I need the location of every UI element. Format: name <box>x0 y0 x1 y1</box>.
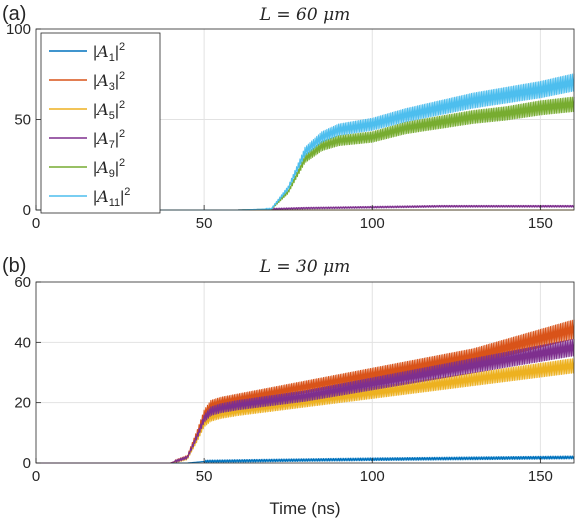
panel-a: 0 50 100 150 0 50 100 (a) L = 60 μm |A1|2 |A3|2… <box>2 3 575 232</box>
panel-a-ytick-label-2: 100 <box>6 21 31 38</box>
legend-box <box>40 32 161 214</box>
panel-b-xtick-label-0: 0 <box>32 468 40 485</box>
panel-b-label: (b) <box>2 255 26 277</box>
panel-a-label: (a) <box>2 3 26 25</box>
legend-label-3: |A7|2 <box>93 128 125 151</box>
legend-label-2: |A5|2 <box>93 99 125 122</box>
panel-b-ytick-label-3: 60 <box>14 274 31 291</box>
panel-b-ticks: 0 50 100 150 0 20 40 60 <box>14 274 553 485</box>
panel-b-title: L = 30 μm <box>259 257 351 277</box>
legend-label-1: |A3|2 <box>93 70 125 93</box>
panel-b: 0 50 100 150 0 20 40 60 (b) L = 30 μm Time (ns) <box>2 255 575 518</box>
panel-b-ytick-label-1: 20 <box>14 395 31 412</box>
legend-label-4: |A9|2 <box>93 157 125 180</box>
panel-b-xtick-label-2: 100 <box>360 468 385 485</box>
legend: |A1|2 |A3|2 |A5|2 |A7|2 |A9|2 |A11|2 <box>40 32 161 214</box>
panel-b-ytick-label-2: 40 <box>14 334 31 351</box>
panel-b-ytick-label-0: 0 <box>23 455 31 472</box>
panel-b-xtick-label-1: 50 <box>196 468 213 485</box>
legend-label-5: |A11|2 <box>93 186 130 209</box>
panel-b-axes-box <box>35 281 575 464</box>
panel-a-xtick-label-3: 150 <box>528 215 553 232</box>
panel-a-ytick-label-1: 50 <box>14 112 31 129</box>
panel-a-title: L = 60 μm <box>259 5 351 25</box>
panel-a-xtick-label-0: 0 <box>32 215 40 232</box>
panel-a-ticks: 0 50 100 150 0 50 100 <box>6 21 553 232</box>
panel-b-xlabel: Time (ns) <box>269 499 340 518</box>
panel-b-xtick-label-3: 150 <box>528 468 553 485</box>
panel-a-xtick-label-2: 100 <box>360 215 385 232</box>
panel-a-xtick-label-1: 50 <box>196 215 213 232</box>
legend-label-0: |A1|2 <box>93 41 125 64</box>
panel-a-ytick-label-0: 0 <box>23 202 31 219</box>
